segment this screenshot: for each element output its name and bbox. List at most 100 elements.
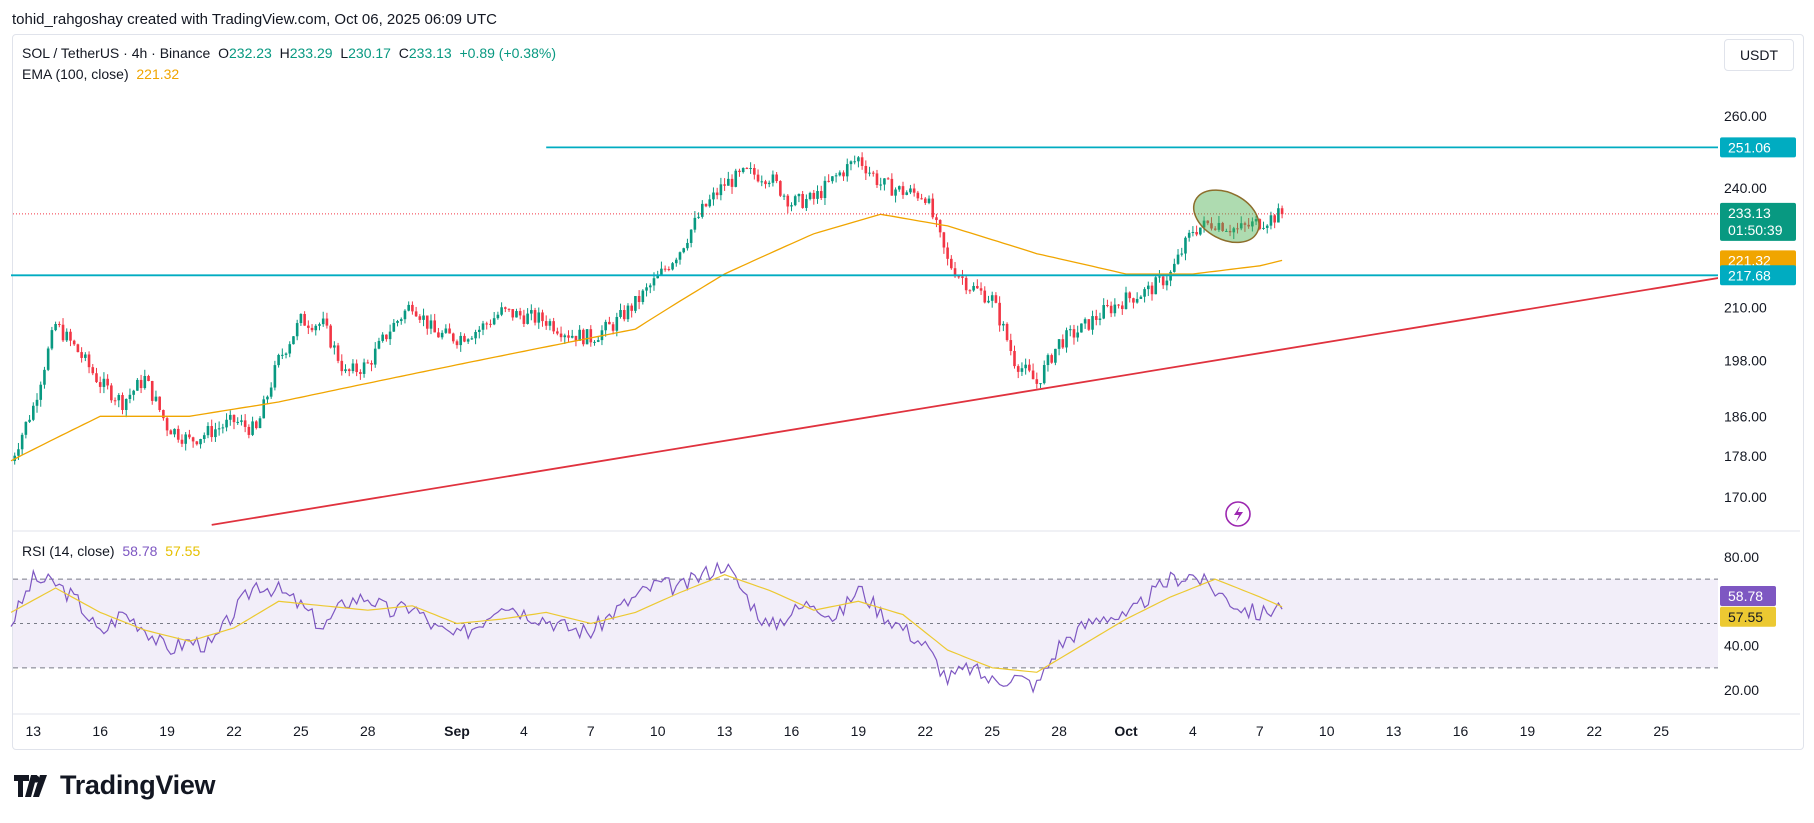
candle-body: [314, 325, 318, 331]
candle-body: [964, 277, 968, 291]
candle-body: [537, 312, 541, 323]
candle-body: [39, 384, 43, 400]
candle-body: [522, 315, 526, 324]
candle-body: [158, 396, 161, 411]
candle-body: [184, 434, 187, 444]
candle-body: [994, 295, 998, 303]
time-tick-label: Sep: [444, 723, 470, 739]
candle-body: [741, 168, 745, 173]
candle-body: [1009, 340, 1013, 351]
candle-body: [976, 285, 979, 289]
candle-body: [1083, 319, 1087, 324]
candle-body: [1102, 305, 1105, 319]
candle-body: [478, 329, 481, 332]
candle-body: [838, 172, 842, 176]
candle-body: [1206, 220, 1210, 224]
candle-body: [708, 199, 712, 207]
candle-body: [1005, 323, 1009, 341]
candle-body: [701, 203, 704, 217]
time-tick-label: 19: [851, 723, 867, 739]
candle-body: [507, 308, 511, 310]
candle-body: [611, 324, 615, 331]
candle-body: [299, 313, 303, 324]
candle-body: [1232, 228, 1236, 233]
candle-body: [1154, 277, 1158, 295]
currency-button[interactable]: USDT: [1724, 39, 1794, 71]
candle-body: [574, 335, 578, 341]
candle-body: [1135, 298, 1139, 303]
candle-body: [162, 410, 165, 419]
ascending-trendline[interactable]: [211, 273, 1751, 526]
candle-body: [1210, 223, 1213, 229]
candle-body: [942, 232, 946, 248]
candle-body: [392, 322, 396, 332]
candle-body: [656, 275, 659, 279]
candle-body: [1035, 379, 1039, 384]
candle-body: [307, 325, 310, 328]
time-tick-label: 19: [159, 723, 175, 739]
candle-body: [1187, 232, 1191, 238]
candle-body: [808, 192, 812, 200]
candle-body: [1254, 219, 1258, 222]
candle-body: [373, 348, 377, 365]
candle-body: [886, 178, 890, 180]
candle-body: [117, 395, 121, 401]
rsi-legend[interactable]: RSI (14, close) 58.78 57.55: [22, 543, 200, 559]
candle-body: [255, 421, 258, 429]
open-label: O: [218, 45, 229, 61]
candle-body: [359, 372, 362, 374]
candle-body: [935, 217, 938, 221]
time-tick-label: 4: [1189, 723, 1197, 739]
candle-body: [890, 178, 894, 196]
candle-body: [585, 329, 589, 345]
candle-body: [1161, 276, 1165, 286]
candle-body: [1180, 253, 1184, 255]
ema-value: 221.32: [136, 66, 180, 82]
candle-body: [530, 310, 533, 314]
rsi-value-label-bg: [1720, 586, 1776, 607]
candle-body: [366, 362, 370, 364]
candle-body: [455, 341, 459, 346]
candle-body: [143, 375, 147, 389]
tradingview-brand[interactable]: TradingView: [14, 770, 216, 801]
candle-body: [693, 217, 697, 230]
candle-body: [1150, 285, 1154, 295]
candle-body: [1176, 254, 1180, 264]
candle-body: [730, 178, 734, 187]
candle-body: [251, 421, 254, 435]
candle-body: [1106, 305, 1109, 307]
candle-body: [87, 354, 91, 368]
candle-body: [1169, 271, 1172, 281]
candle-body: [1213, 228, 1217, 230]
candle-body: [295, 323, 299, 337]
candle-body: [686, 242, 689, 249]
candle-body: [1031, 370, 1035, 380]
candle-body: [957, 276, 961, 278]
candle-body: [1277, 208, 1280, 223]
candle-body: [451, 333, 455, 342]
ema-legend[interactable]: EMA (100, close) 221.32: [22, 66, 179, 82]
candle-body: [150, 380, 154, 401]
candle-body: [849, 161, 853, 165]
candle-body: [1057, 339, 1061, 349]
candle-body: [924, 198, 927, 203]
countdown-label: 01:50:39: [1728, 222, 1783, 238]
candle-body: [98, 382, 102, 387]
candle-body: [775, 174, 778, 182]
candle-body: [704, 203, 708, 207]
candle-body: [931, 198, 935, 218]
time-tick-label: 28: [360, 723, 376, 739]
rsi-tick-label: 20.00: [1724, 682, 1759, 698]
candle-body: [504, 307, 507, 309]
candle-body: [998, 302, 1001, 326]
highlight-ellipse[interactable]: [1185, 179, 1268, 253]
candle-body: [303, 313, 306, 326]
candle-body: [470, 338, 474, 340]
candle-body: [240, 420, 243, 422]
candle-body: [414, 311, 418, 317]
candle-body: [496, 314, 500, 319]
candle-body: [91, 367, 95, 374]
candle-body: [622, 310, 626, 320]
price-label-bg: [1720, 202, 1796, 241]
